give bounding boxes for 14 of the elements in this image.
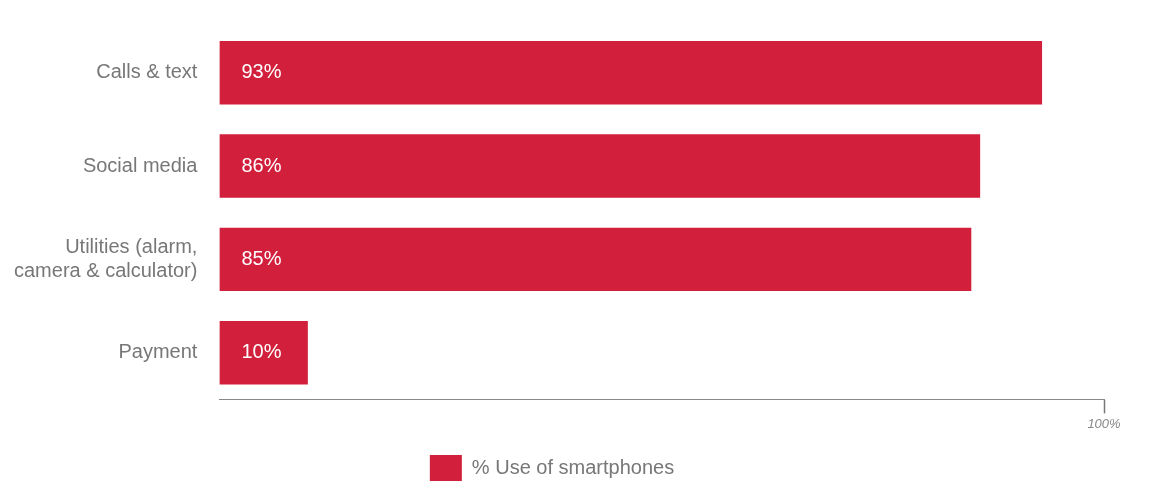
data-label: 86%: [241, 153, 282, 176]
bar: [219, 320, 308, 385]
data-label: 85%: [241, 246, 282, 269]
bar: [219, 40, 1043, 105]
data-label: 93%: [241, 60, 282, 83]
y-tick-label: Utilities (alarm, camera & calculator): [13, 234, 198, 281]
bar: [219, 227, 972, 292]
x-tick-label: 100%: [1087, 415, 1121, 431]
legend-label: % Use of smartphones: [471, 455, 675, 478]
y-tick-label: Payment: [118, 340, 198, 363]
y-tick-label: Social media: [82, 153, 199, 176]
data-label: 10%: [241, 340, 282, 363]
bar: [219, 134, 981, 198]
y-tick-label: Calls & text: [96, 60, 198, 83]
